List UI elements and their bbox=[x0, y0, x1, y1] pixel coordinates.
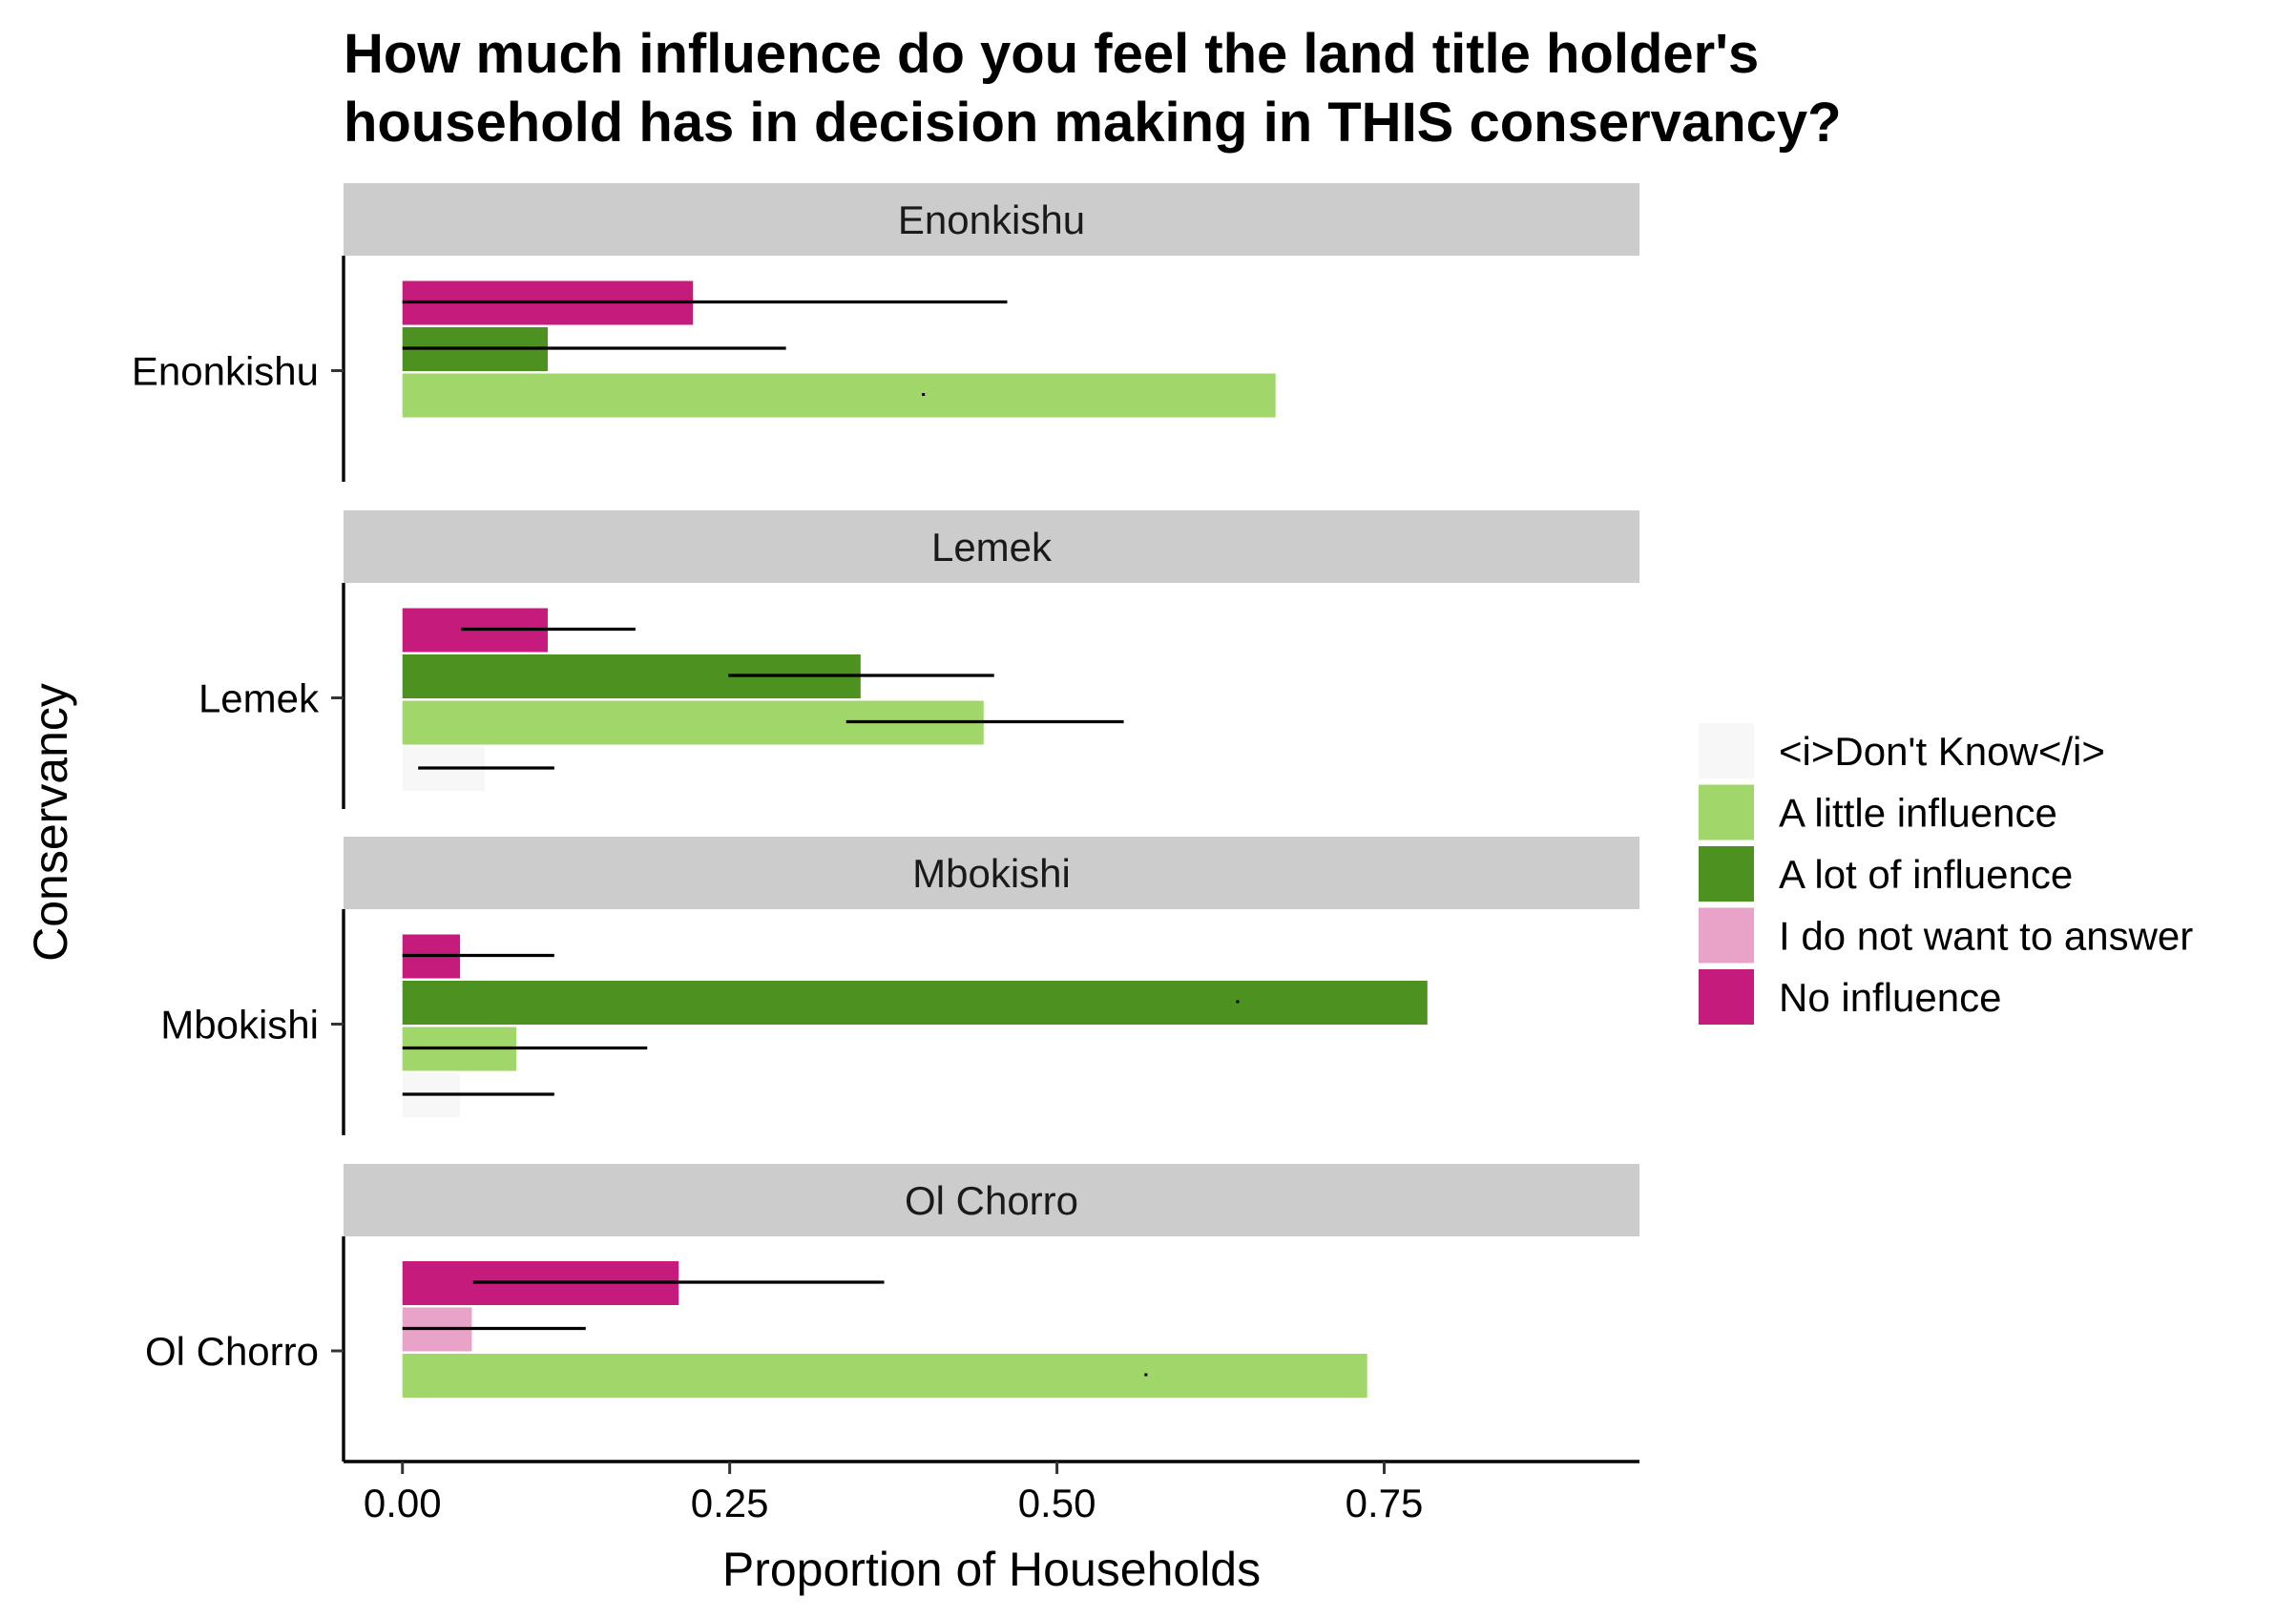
strip-ol-chorro bbox=[344, 1164, 1639, 1236]
y-tick-label-ol-chorro: Ol Chorro bbox=[145, 1329, 319, 1374]
strip-enonkishu bbox=[344, 183, 1639, 256]
y-tick-label-mbokishi: Mbokishi bbox=[160, 1003, 319, 1048]
chart-title-line-1: How much influence do you feel the land … bbox=[344, 23, 1760, 85]
errorbar-mbokishi-a-lot-of-influence bbox=[1236, 1000, 1240, 1004]
legend-key-a-lot-of-influence bbox=[1699, 846, 1754, 902]
legend-key-a-little-influence bbox=[1699, 784, 1754, 840]
x-axis-title: Proportion of Households bbox=[722, 1543, 1261, 1596]
legend-label-no-influence: No influence bbox=[1779, 975, 2001, 1020]
strip-label-enonkishu: Enonkishu bbox=[898, 197, 1085, 242]
errorbar-ol-chorro-a-little-influence bbox=[1144, 1373, 1148, 1377]
strip-label-ol-chorro: Ol Chorro bbox=[905, 1178, 1078, 1223]
errorbar-enonkishu-a-little-influence bbox=[922, 393, 926, 396]
y-tick-label-enonkishu: Enonkishu bbox=[132, 349, 319, 394]
legend-label-a-little-influence: A little influence bbox=[1779, 791, 2057, 836]
bar-mbokishi-a-lot-of-influence bbox=[402, 981, 1428, 1025]
x-tick-label: 0.25 bbox=[691, 1481, 769, 1525]
strip-label-mbokishi: Mbokishi bbox=[912, 851, 1071, 896]
legend-label-i-do-not-want-to-answer: I do not want to answer bbox=[1779, 914, 2193, 959]
legend-label-don-t-know: <i>Don't Know</i> bbox=[1779, 729, 2105, 774]
x-tick-label: 0.00 bbox=[364, 1481, 442, 1525]
bar-enonkishu-a-little-influence bbox=[402, 373, 1276, 418]
legend-key-don-t-know bbox=[1699, 723, 1754, 778]
strip-label-lemek: Lemek bbox=[931, 525, 1053, 570]
legend-label-a-lot-of-influence: A lot of influence bbox=[1779, 852, 2073, 897]
x-tick-label: 0.50 bbox=[1018, 1481, 1096, 1525]
bar-ol-chorro-a-little-influence bbox=[402, 1354, 1367, 1398]
x-tick-label: 0.75 bbox=[1346, 1481, 1424, 1525]
y-axis-title: Conservancy bbox=[24, 683, 77, 962]
strip-lemek bbox=[344, 510, 1639, 583]
y-tick-label-lemek: Lemek bbox=[198, 676, 320, 721]
strip-mbokishi bbox=[344, 837, 1639, 909]
legend-key-i-do-not-want-to-answer bbox=[1699, 907, 1754, 964]
chart-title-line-2: household has in decision making in THIS… bbox=[344, 92, 1842, 154]
legend-key-no-influence bbox=[1699, 969, 1754, 1025]
